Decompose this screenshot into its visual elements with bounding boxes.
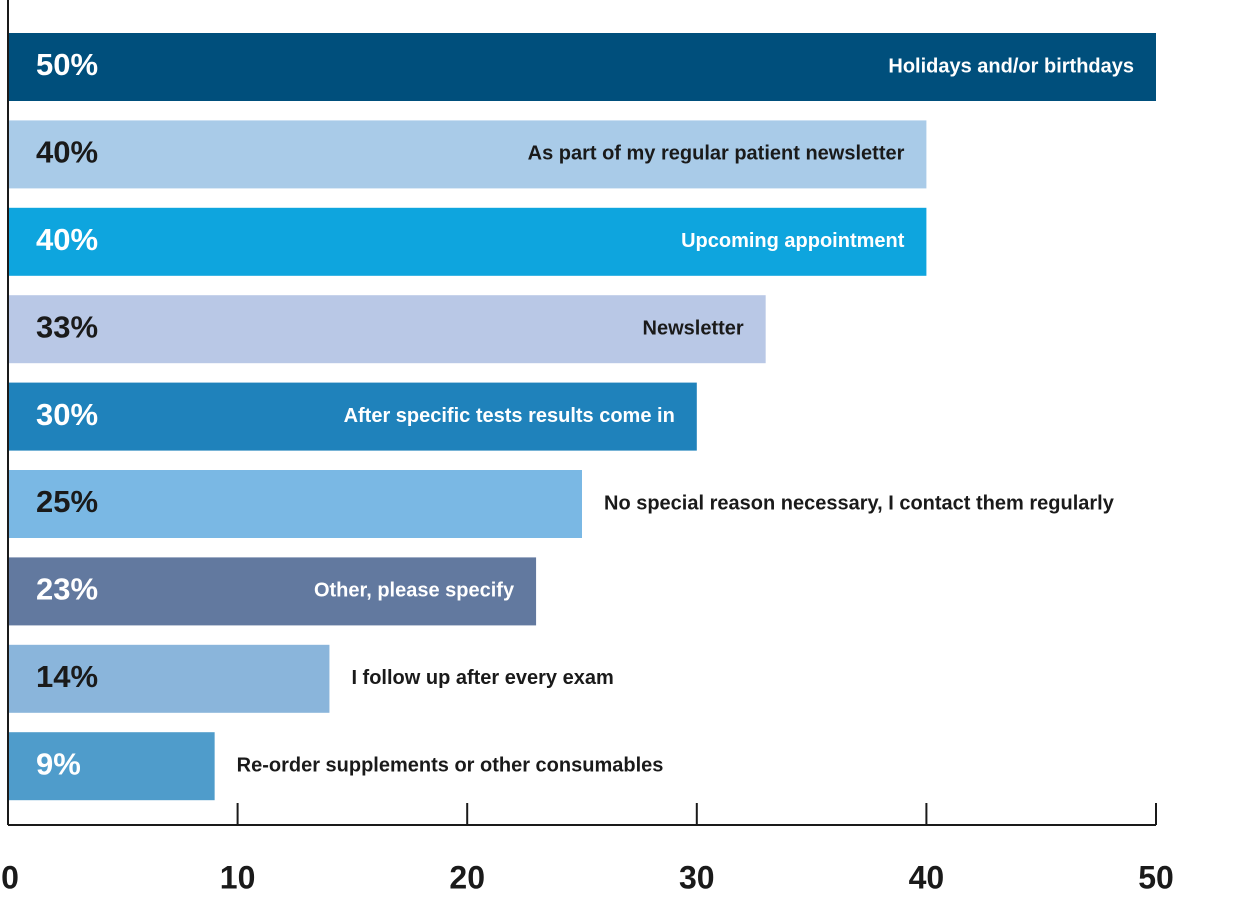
- category-label: After specific tests results come in: [344, 405, 675, 427]
- x-tick-label: 40: [909, 859, 945, 895]
- category-label: Upcoming appointment: [681, 230, 905, 252]
- category-label: I follow up after every exam: [351, 667, 613, 689]
- value-label: 33%: [36, 309, 98, 344]
- bar: [8, 470, 582, 538]
- category-label: As part of my regular patient newsletter: [528, 143, 905, 165]
- x-tick-label: 20: [449, 859, 485, 895]
- value-label: 23%: [36, 572, 98, 607]
- value-label: 25%: [36, 484, 98, 519]
- category-label: Re-order supplements or other consumable…: [237, 754, 664, 776]
- category-label: No special reason necessary, I contact t…: [604, 492, 1115, 514]
- bar: [8, 33, 1156, 101]
- x-tick-label: 30: [679, 859, 715, 895]
- bar: [8, 732, 215, 801]
- bar: [8, 644, 330, 713]
- value-label: 30%: [36, 397, 98, 432]
- bar: [8, 557, 537, 626]
- x-tick-label: 10: [220, 859, 256, 895]
- category-label: Holidays and/or birthdays: [888, 55, 1134, 77]
- category-label: Newsletter: [643, 317, 744, 339]
- bar: [8, 295, 766, 364]
- value-label: 50%: [36, 47, 98, 82]
- value-label: 40%: [36, 135, 98, 170]
- value-label: 9%: [36, 746, 81, 781]
- x-tick-label: 0: [1, 859, 19, 895]
- bar: [8, 207, 927, 276]
- category-label: Other, please specify: [314, 580, 515, 602]
- bar: [8, 120, 927, 189]
- value-label: 14%: [36, 659, 98, 694]
- value-label: 40%: [36, 222, 98, 257]
- bar: [8, 382, 697, 451]
- x-tick-label: 50: [1138, 859, 1174, 895]
